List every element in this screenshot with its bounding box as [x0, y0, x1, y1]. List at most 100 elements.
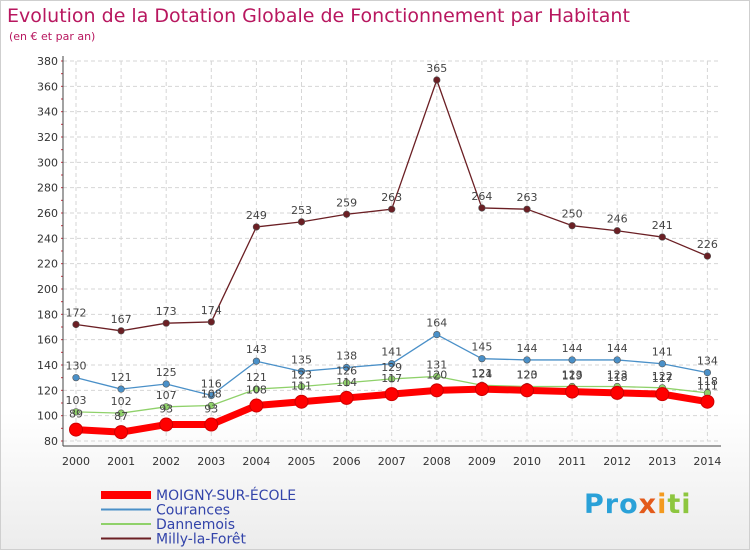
data-point [117, 409, 125, 417]
data-point [703, 252, 712, 260]
data-label: 120 [426, 368, 447, 381]
data-label: 111 [697, 380, 718, 393]
data-label: 121 [111, 371, 132, 384]
data-point [433, 331, 441, 339]
data-point [343, 363, 351, 372]
logo-part: x [638, 489, 658, 520]
y-tick-label: 180 [37, 308, 58, 321]
data-point [703, 369, 712, 377]
data-label: 246 [607, 213, 628, 226]
y-tick-label: 240 [37, 232, 58, 245]
data-point [610, 385, 625, 400]
data-point [384, 387, 399, 402]
data-point [433, 372, 441, 381]
x-tick-label: 2009 [468, 455, 496, 468]
data-label: 144 [607, 342, 628, 355]
data-label: 108 [201, 388, 222, 401]
data-label: 123 [562, 369, 583, 382]
data-point [162, 403, 170, 411]
data-point [388, 360, 396, 368]
data-label: 259 [336, 196, 357, 209]
data-point [252, 385, 260, 393]
data-label: 108 [246, 384, 267, 397]
data-point [114, 425, 129, 440]
data-point [69, 422, 83, 437]
data-label: 93 [159, 403, 173, 416]
data-label: 116 [201, 377, 222, 390]
x-tick-label: 2013 [648, 455, 676, 468]
x-tick-label: 2000 [62, 455, 90, 468]
data-label: 123 [607, 369, 628, 382]
data-point [162, 380, 170, 388]
data-label: 120 [517, 368, 538, 381]
data-label: 114 [336, 376, 357, 389]
y-tick-label: 260 [37, 207, 58, 220]
y-tick-label: 380 [37, 55, 58, 68]
data-point [655, 387, 670, 402]
data-point [159, 417, 174, 432]
proxiti-logo: Proxiti [584, 489, 692, 520]
chart-title: Evolution de la Dotation Globale de Fonc… [7, 5, 630, 27]
data-label: 144 [517, 342, 538, 355]
data-point [252, 223, 260, 231]
data-label: 121 [471, 367, 492, 380]
data-point [207, 401, 215, 410]
data-label: 263 [381, 191, 402, 204]
y-tick-label: 340 [37, 106, 58, 119]
y-tick-label: 100 [37, 410, 58, 423]
data-label: 87 [114, 410, 128, 423]
data-point [568, 222, 576, 230]
x-tick-label: 2001 [107, 455, 135, 468]
data-point [207, 391, 215, 400]
data-point [658, 360, 666, 368]
x-tick-label: 2002 [152, 455, 180, 468]
data-label: 173 [156, 305, 177, 318]
x-tick-label: 2008 [423, 455, 451, 468]
data-label: 141 [652, 346, 673, 359]
data-point [72, 408, 80, 416]
x-tick-label: 2012 [603, 455, 631, 468]
data-point [613, 227, 621, 235]
data-label: 241 [652, 219, 673, 232]
data-label: 164 [426, 317, 447, 330]
data-point [565, 384, 580, 399]
data-label: 263 [517, 191, 538, 204]
data-point [658, 233, 666, 241]
legend-label: Milly-la-Forêt [156, 532, 247, 548]
x-tick-label: 2006 [333, 455, 361, 468]
data-point [429, 383, 444, 398]
data-point [117, 327, 125, 335]
data-point [294, 394, 309, 409]
data-point [72, 374, 80, 382]
data-label: 365 [426, 62, 447, 75]
data-label: 117 [381, 372, 402, 385]
data-label: 111 [291, 380, 312, 393]
data-point [252, 357, 260, 365]
y-tick-label: 80 [44, 435, 58, 448]
data-label: 117 [652, 372, 673, 385]
data-label: 124 [471, 367, 492, 380]
data-point [204, 417, 219, 432]
data-point [520, 383, 534, 398]
y-tick-label: 320 [37, 131, 58, 144]
data-label: 131 [426, 358, 447, 371]
logo-part: ti [667, 489, 692, 520]
data-label: 129 [381, 361, 402, 374]
data-point [523, 205, 531, 213]
data-point [343, 210, 351, 218]
data-point [613, 356, 621, 364]
data-point [297, 218, 306, 226]
data-label: 143 [246, 343, 267, 356]
x-tick-label: 2005 [288, 455, 316, 468]
data-point [162, 319, 170, 327]
chart-subtitle: (en € et par an) [9, 30, 96, 43]
data-label: 123 [517, 369, 538, 382]
data-label: 141 [381, 346, 402, 359]
data-point [207, 318, 215, 326]
data-label: 125 [156, 366, 177, 379]
data-label: 118 [607, 371, 628, 384]
data-label: 172 [66, 306, 87, 319]
data-label: 138 [336, 350, 357, 363]
data-label: 102 [111, 395, 132, 408]
